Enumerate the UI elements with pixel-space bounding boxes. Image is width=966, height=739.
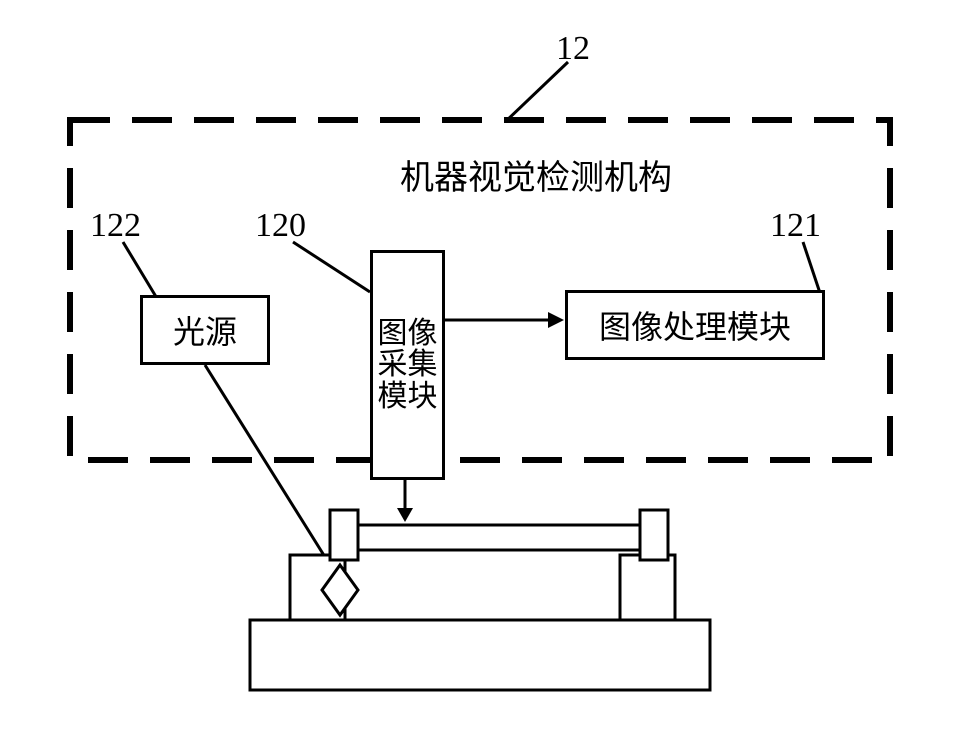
leader-121	[803, 242, 820, 293]
leader-122	[123, 242, 158, 300]
block-light-source: 光源	[140, 295, 270, 365]
leader-120	[293, 242, 370, 292]
block-image-capture: 图像采集模块	[370, 250, 445, 480]
target-device	[250, 510, 710, 690]
arrowhead-2	[397, 508, 413, 522]
light-ray	[205, 365, 330, 565]
arrowhead-1	[548, 312, 564, 328]
label-image-processing: 图像处理模块	[599, 302, 791, 348]
label-light-source: 光源	[173, 307, 237, 353]
diagram-svg	[0, 0, 966, 739]
label-image-capture: 图像采集模块	[376, 314, 440, 417]
block-image-processing: 图像处理模块	[565, 290, 825, 360]
leader-12	[505, 62, 568, 122]
